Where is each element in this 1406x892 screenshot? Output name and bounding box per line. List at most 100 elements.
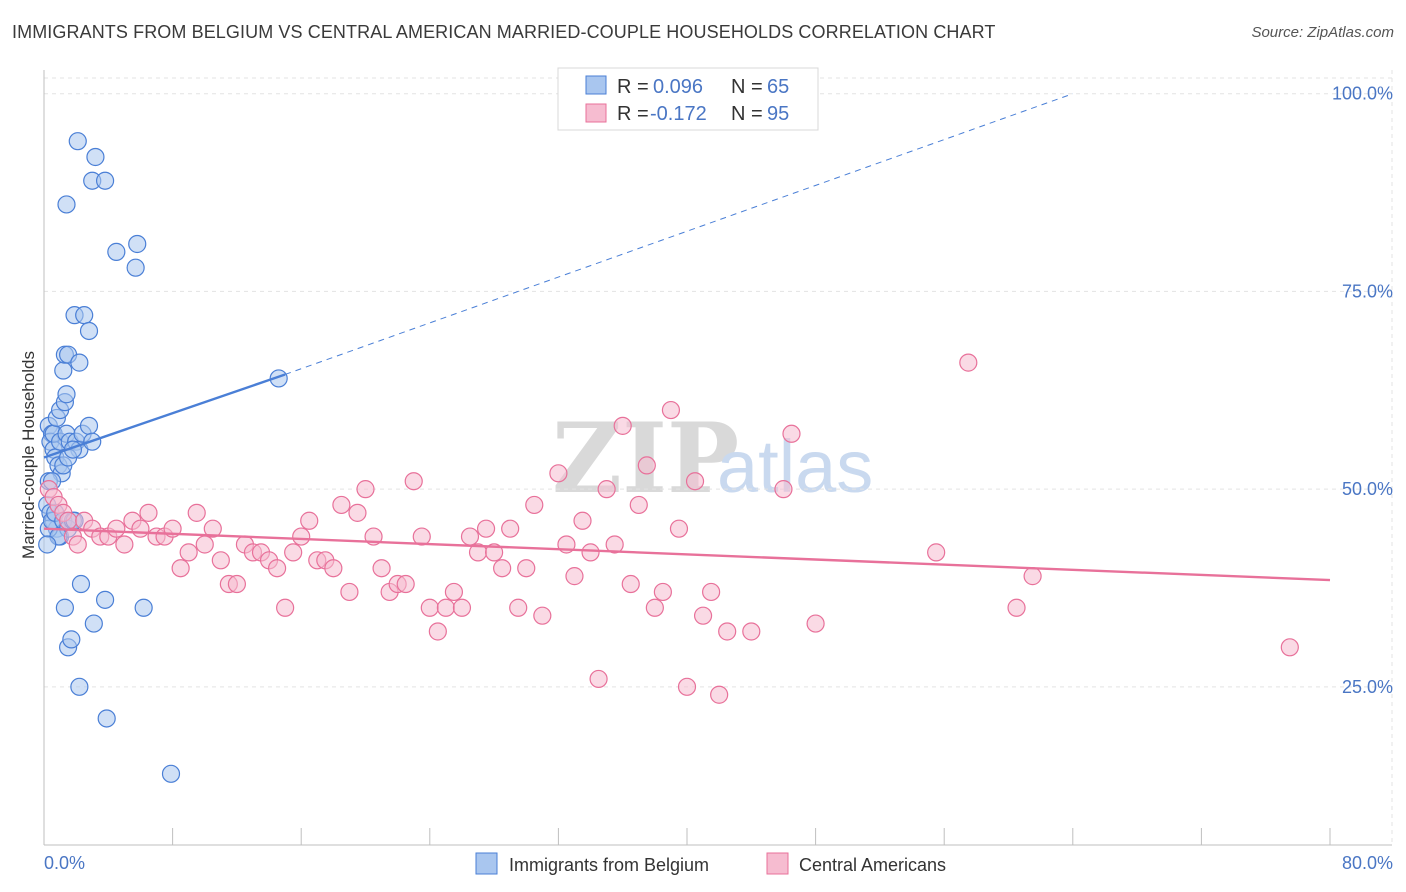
- point-central-americans-49: [412, 527, 431, 546]
- point-central-americans-76: [637, 456, 656, 475]
- point-central-americans-71: [597, 480, 616, 499]
- stats-r-value-pink: -0.172: [650, 103, 707, 125]
- data-points: [38, 132, 1299, 783]
- point-central-americans-65: [549, 464, 568, 483]
- point-central-americans-23: [203, 519, 222, 538]
- point-belgium-47: [57, 195, 76, 214]
- point-central-americans-79: [661, 400, 681, 420]
- point-central-americans-58: [485, 543, 504, 562]
- stats-swatch-pink: [585, 103, 607, 123]
- tick-labels: 25.0% 50.0% 75.0% 100.0% 0.0% 80.0%: [44, 84, 1393, 873]
- point-belgium-60: [134, 598, 153, 617]
- point-central-americans-82: [685, 472, 705, 491]
- stats-n-value-blue: 65: [767, 76, 789, 98]
- point-central-americans-91: [927, 543, 946, 562]
- series-legend: Immigrants from Belgium Central American…: [475, 852, 946, 875]
- point-central-americans-81: [677, 677, 697, 696]
- point-central-americans-57: [476, 519, 496, 538]
- point-central-americans-87: [742, 622, 761, 641]
- point-central-americans-67: [565, 567, 584, 586]
- point-central-americans-14: [131, 519, 150, 538]
- point-central-americans-90: [806, 614, 825, 633]
- point-central-americans-72: [605, 535, 624, 554]
- point-central-americans-35: [300, 511, 319, 530]
- point-belgium-61: [97, 709, 116, 728]
- chart-title: IMMIGRANTS FROM BELGIUM VS CENTRAL AMERI…: [12, 22, 996, 42]
- point-central-americans-78: [653, 582, 672, 602]
- point-belgium-50: [126, 258, 145, 277]
- point-central-americans-52: [436, 598, 455, 617]
- point-central-americans-75: [629, 495, 648, 515]
- point-central-americans-48: [404, 472, 423, 491]
- point-central-americans-73: [613, 416, 632, 435]
- point-central-americans-6: [68, 535, 87, 554]
- point-central-americans-83: [693, 606, 713, 625]
- stats-legend: R = 0.096 N = 65 R = -0.172 N = 95: [557, 67, 819, 131]
- trend-lines: [43, 93, 1331, 582]
- point-central-americans-95: [1280, 638, 1299, 657]
- point-central-americans-19: [171, 559, 190, 578]
- point-central-americans-41: [348, 503, 367, 522]
- point-central-americans-22: [195, 535, 214, 554]
- x-tick-label-0: 0.0%: [44, 853, 85, 873]
- trend-line-central-americans: [43, 527, 1331, 582]
- point-central-americans-12: [115, 535, 134, 554]
- y-tick-label-1: 50.0%: [1342, 479, 1393, 499]
- point-central-americans-64: [533, 606, 552, 625]
- legend-label-belgium: Immigrants from Belgium: [509, 855, 709, 875]
- point-belgium-44: [86, 147, 105, 167]
- point-central-americans-50: [420, 598, 439, 617]
- legend-label-central-americans: Central Americans: [799, 855, 946, 875]
- point-central-americans-84: [702, 582, 721, 602]
- point-central-americans-20: [179, 543, 198, 562]
- point-central-americans-92: [959, 353, 978, 372]
- point-belgium-39: [70, 353, 89, 372]
- x-tick-label-1: 80.0%: [1342, 853, 1393, 873]
- point-belgium-46: [95, 171, 115, 190]
- y-axis-title: Married-couple Households: [19, 351, 38, 559]
- point-central-americans-31: [267, 559, 287, 578]
- trend-line-belgium: [43, 373, 286, 459]
- point-central-americans-42: [356, 480, 375, 499]
- point-central-americans-85: [710, 685, 729, 704]
- point-central-americans-21: [187, 503, 206, 522]
- point-central-americans-26: [227, 574, 246, 594]
- point-central-americans-89: [782, 424, 801, 443]
- point-central-americans-32: [276, 598, 295, 617]
- point-central-americans-88: [774, 480, 793, 499]
- point-central-americans-69: [581, 543, 600, 562]
- y-tick-label-2: 75.0%: [1342, 281, 1393, 301]
- point-belgium-58: [84, 614, 103, 633]
- point-belgium-35: [57, 385, 76, 404]
- point-central-americans-38: [324, 559, 343, 578]
- point-belgium-36: [54, 361, 73, 380]
- stats-r-label-pink: R =: [617, 103, 649, 125]
- point-central-americans-80: [669, 519, 689, 538]
- stats-n-label-blue: N =: [731, 76, 763, 98]
- point-central-americans-60: [501, 519, 520, 538]
- point-central-americans-55: [460, 527, 480, 546]
- point-central-americans-61: [509, 598, 528, 617]
- point-central-americans-47: [396, 574, 415, 594]
- point-central-americans-40: [340, 582, 359, 602]
- y-tick-label-3: 100.0%: [1332, 84, 1393, 104]
- point-central-americans-33: [284, 543, 303, 562]
- point-central-americans-44: [372, 559, 391, 578]
- point-belgium-54: [71, 574, 91, 594]
- point-belgium-48: [107, 242, 126, 261]
- point-central-americans-77: [645, 598, 664, 617]
- stats-n-value-pink: 95: [767, 103, 789, 125]
- stats-r-label-blue: R =: [617, 76, 649, 98]
- point-belgium-42: [79, 321, 99, 341]
- point-central-americans-39: [332, 495, 351, 515]
- stats-r-value-blue: 0.096: [653, 76, 703, 98]
- stats-n-label-pink: N =: [731, 103, 763, 125]
- point-central-americans-24: [211, 551, 230, 570]
- point-belgium-62: [161, 764, 181, 783]
- point-central-americans-54: [452, 598, 472, 617]
- point-central-americans-94: [1023, 567, 1042, 586]
- point-central-americans-4: [59, 511, 78, 530]
- point-belgium-56: [62, 630, 81, 649]
- point-central-americans-68: [573, 511, 592, 530]
